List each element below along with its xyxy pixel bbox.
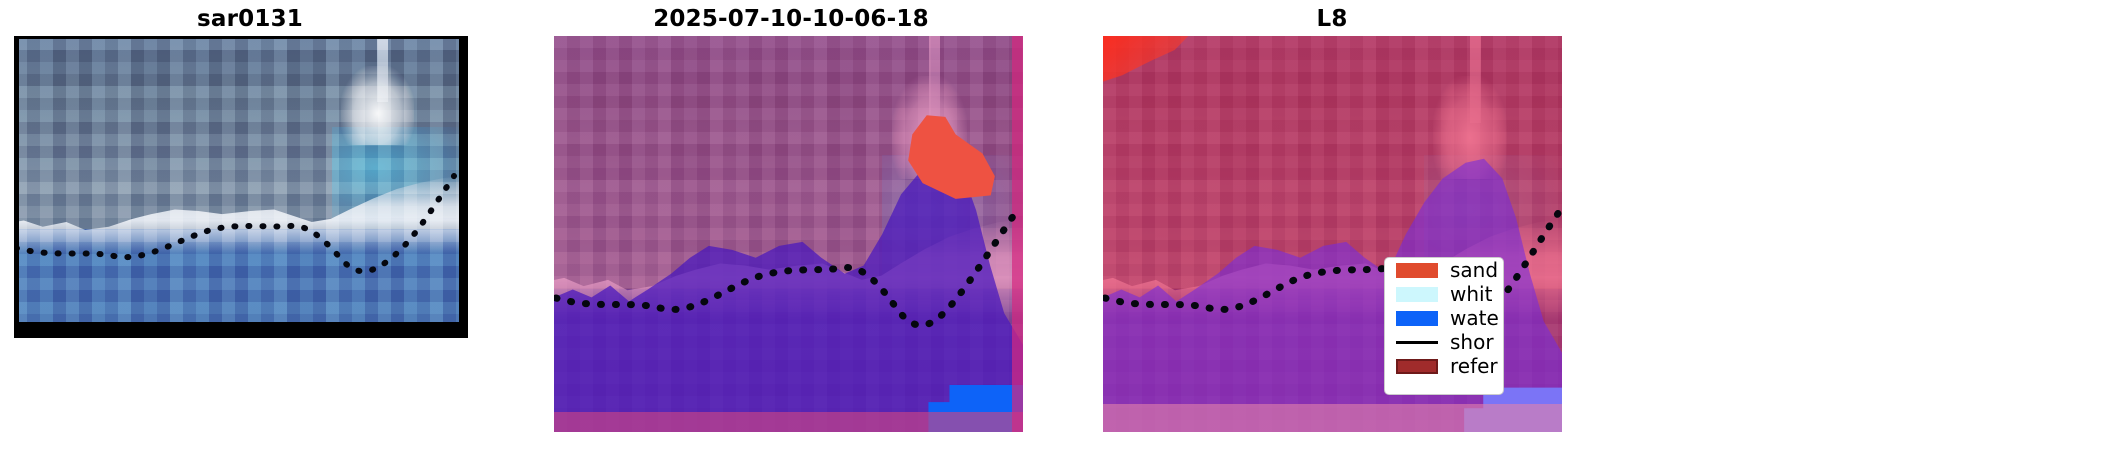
frame-bottom — [14, 322, 468, 338]
panel-title-l8: L8 — [1316, 6, 1348, 32]
overlay-bottom-strip — [1103, 404, 1562, 432]
raster-date — [554, 36, 1023, 432]
image-axes-date[interactable] — [554, 36, 1023, 432]
panel-l8: L8 — [1082, 0, 2122, 468]
image-axes-sar0131[interactable] — [14, 36, 468, 338]
legend-swatch-reference — [1396, 358, 1438, 374]
overlay-bottom-strip — [554, 412, 1023, 432]
legend-swatch-sand — [1396, 262, 1438, 278]
legend-label-shoreline: shor — [1450, 330, 1494, 354]
legend-swatch-water — [1396, 310, 1438, 326]
legend-item-sand[interactable]: sand — [1385, 258, 1503, 282]
panel-title-date: 2025-07-10-10-06-18 — [653, 6, 929, 32]
legend-label-water: wate — [1450, 306, 1499, 330]
frame-border — [14, 36, 468, 338]
legend-label-reference: refer — [1450, 354, 1498, 378]
legend-item-reference[interactable]: refer — [1385, 354, 1503, 378]
legend-item-water[interactable]: wate — [1385, 306, 1503, 330]
raster-sar0131 — [14, 36, 468, 338]
legend-item-shoreline[interactable]: shor — [1385, 330, 1503, 354]
panel-title-sar0131: sar0131 — [197, 6, 303, 32]
legend-label-sand: sand — [1450, 258, 1499, 282]
panel-sar0131: sar0131 — [0, 0, 500, 468]
legend-item-whitewater[interactable]: whit — [1385, 282, 1503, 306]
panel-date: 2025-07-10-10-06-18 — [541, 0, 1041, 468]
legend-label-whitewater: whit — [1450, 282, 1493, 306]
overlay-right-edge-strip — [1011, 36, 1023, 432]
legend-box: sand whit wate shor refer — [1384, 257, 1504, 395]
bright-sand-spit — [340, 66, 414, 145]
legend-swatch-whitewater — [1396, 286, 1438, 302]
frame-right — [459, 36, 468, 338]
legend-swatch-shoreline — [1396, 340, 1438, 344]
